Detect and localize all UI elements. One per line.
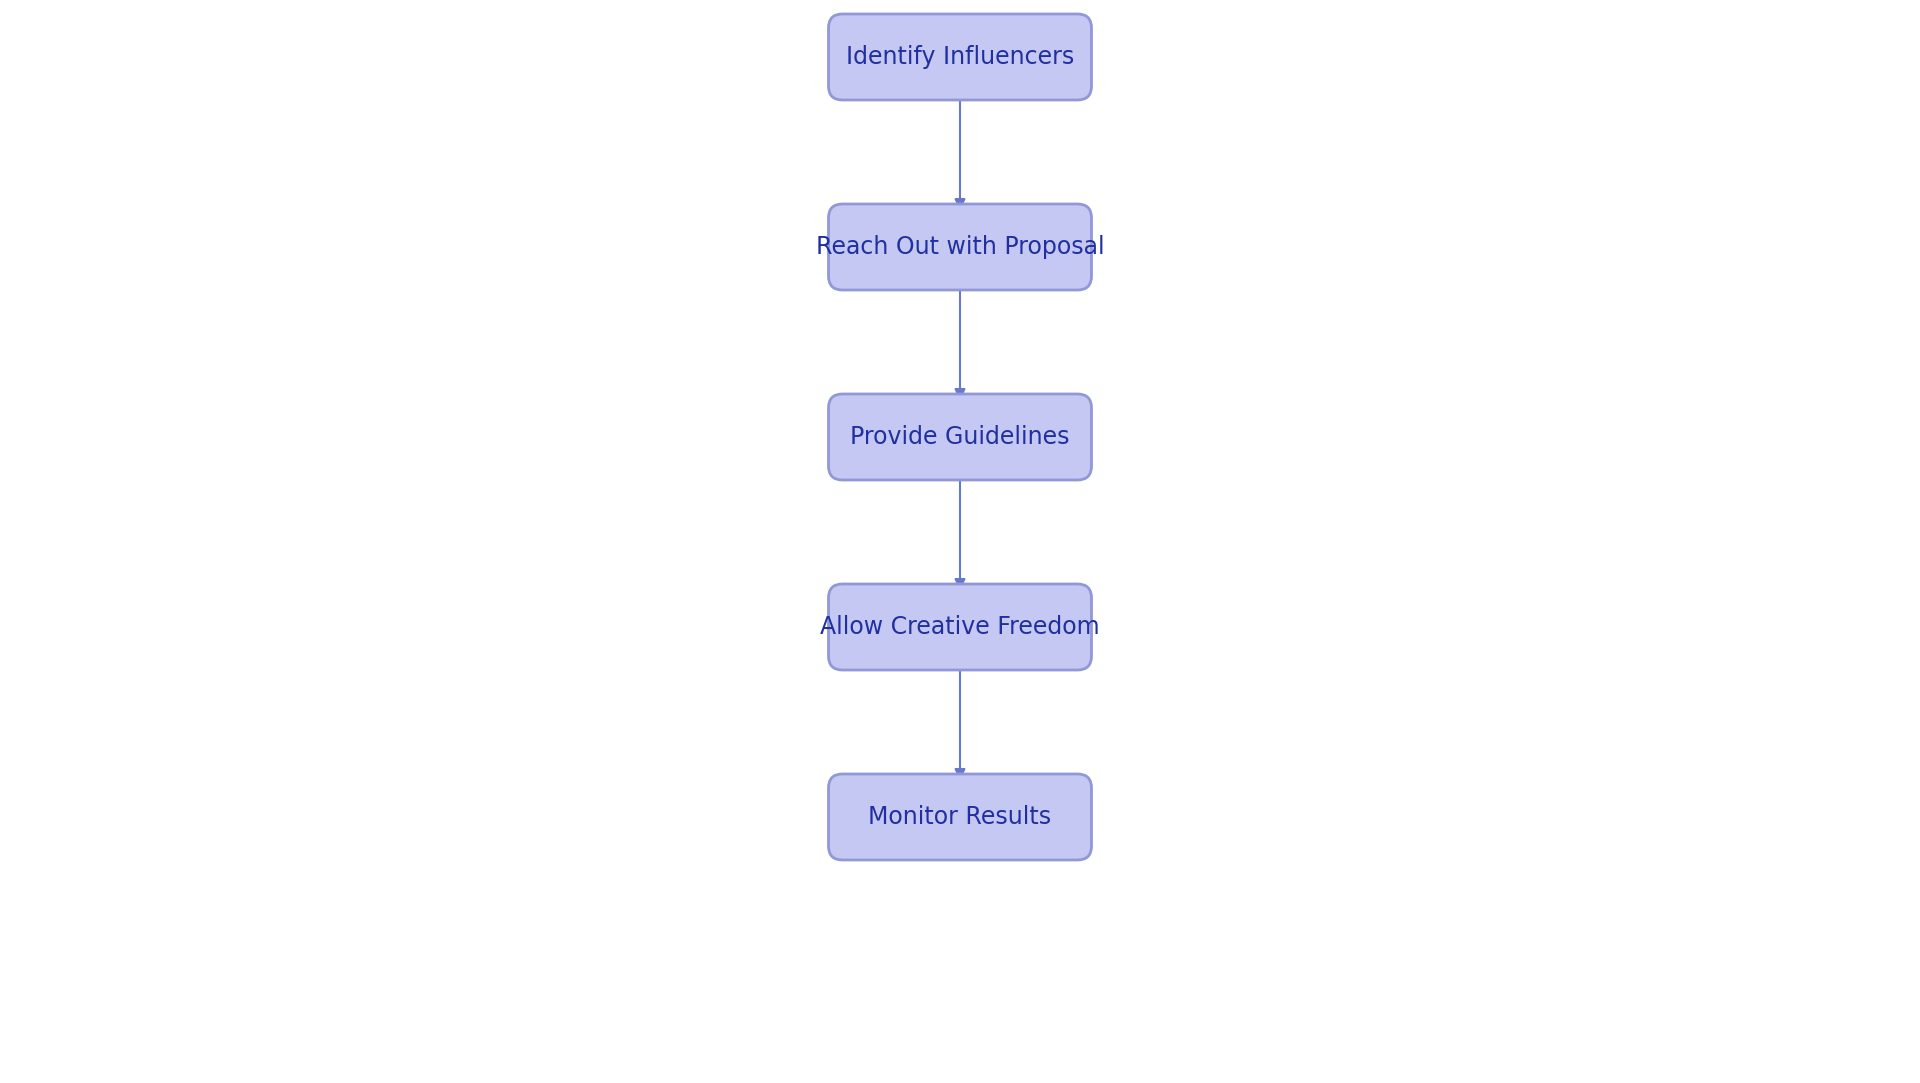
Text: Provide Guidelines: Provide Guidelines — [851, 425, 1069, 449]
FancyBboxPatch shape — [829, 204, 1091, 290]
Text: Allow Creative Freedom: Allow Creative Freedom — [820, 615, 1100, 639]
FancyBboxPatch shape — [829, 774, 1091, 860]
Text: Monitor Results: Monitor Results — [868, 805, 1052, 828]
FancyBboxPatch shape — [829, 394, 1091, 480]
Text: Identify Influencers: Identify Influencers — [847, 45, 1073, 69]
FancyBboxPatch shape — [829, 14, 1091, 100]
Text: Reach Out with Proposal: Reach Out with Proposal — [816, 235, 1104, 259]
FancyBboxPatch shape — [829, 584, 1091, 670]
